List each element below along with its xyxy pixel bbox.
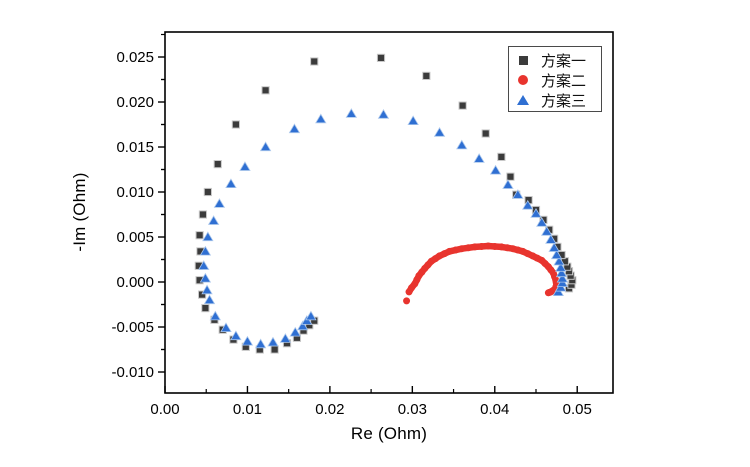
series-3-points xyxy=(198,108,569,349)
svg-text:0.03: 0.03 xyxy=(398,401,427,418)
svg-text:0.015: 0.015 xyxy=(116,139,154,156)
svg-text:-0.010: -0.010 xyxy=(111,364,154,381)
svg-text:0.05: 0.05 xyxy=(563,401,592,418)
svg-text:0.005: 0.005 xyxy=(116,229,154,246)
svg-text:0.00: 0.00 xyxy=(150,401,179,418)
plot-border xyxy=(164,31,614,394)
svg-text:0.01: 0.01 xyxy=(233,401,262,418)
legend-item-series-1: 方案一 xyxy=(515,50,595,70)
y-axis-label: -Im (Ohm) xyxy=(70,172,89,252)
triangle-marker-icon xyxy=(515,95,531,105)
series-2-points xyxy=(403,242,561,305)
svg-text:0.000: 0.000 xyxy=(116,274,154,291)
x-axis-label: Re (Ohm) xyxy=(350,424,428,443)
legend-label: 方案一 xyxy=(541,53,587,70)
svg-text:0.010: 0.010 xyxy=(116,184,154,201)
legend-item-series-2: 方案二 xyxy=(515,70,595,90)
svg-text:0.04: 0.04 xyxy=(480,401,509,418)
svg-text:0.025: 0.025 xyxy=(116,49,154,66)
legend-label: 方案二 xyxy=(541,73,587,90)
legend-item-series-3: 方案三 xyxy=(515,90,595,110)
svg-text:0.02: 0.02 xyxy=(315,401,344,418)
legend: 方案一 方案二 方案三 xyxy=(508,46,602,112)
circle-marker-icon xyxy=(515,75,531,85)
svg-text:-0.005: -0.005 xyxy=(111,319,154,336)
svg-text:0.020: 0.020 xyxy=(116,94,154,111)
legend-label: 方案三 xyxy=(541,93,587,110)
square-marker-icon xyxy=(515,55,531,65)
